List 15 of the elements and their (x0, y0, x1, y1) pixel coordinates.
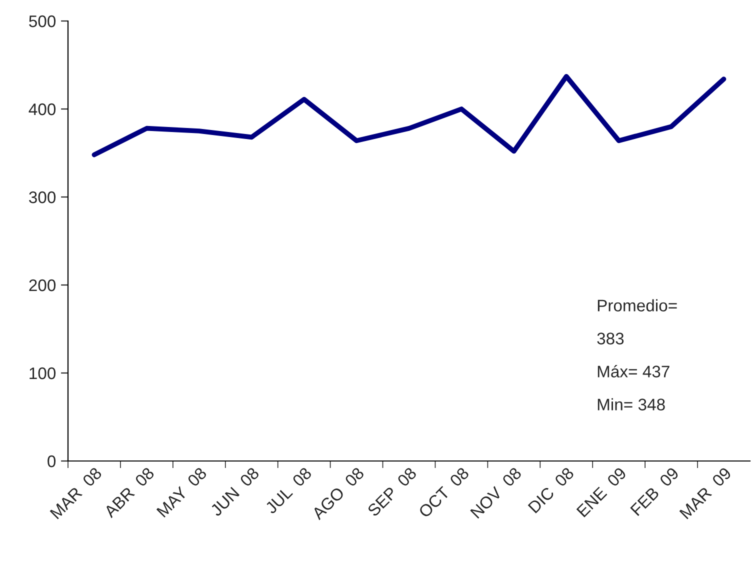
annotation: 383 (597, 332, 624, 344)
annotation: Promedio= (598, 299, 677, 312)
y-tick-label: 500 (29, 15, 56, 28)
line-series (92, 74, 726, 158)
y-tick-label: 300 (29, 191, 56, 204)
annotation: Min= 348 (598, 398, 665, 410)
y-tick-label: 200 (29, 279, 56, 292)
y-tick-label: 100 (30, 367, 56, 380)
y-tick-label: 0 (48, 455, 56, 468)
x-tick-label: DIC 08 (528, 466, 575, 514)
x-tick-label: JUL 08 (264, 466, 312, 515)
annotation: Máx= 437 (598, 365, 670, 378)
x-tick-label: SEP 08 (366, 466, 418, 518)
x-tick-label: FEB 09 (630, 466, 680, 516)
y-tick-label: 400 (28, 103, 56, 116)
